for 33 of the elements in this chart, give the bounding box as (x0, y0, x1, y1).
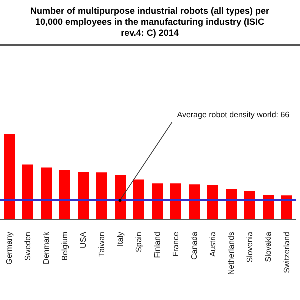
x-tick-label: Austria (208, 231, 218, 257)
bar (244, 191, 256, 220)
x-tick-label: Belgium (60, 232, 70, 261)
bar (22, 164, 34, 220)
bar (170, 184, 182, 220)
x-tick-label: USA (78, 231, 88, 248)
bar (134, 180, 144, 220)
x-tick-label: Slovakia (264, 231, 273, 262)
bar (4, 134, 15, 220)
bar (60, 170, 70, 220)
x-tick-label: Denmark (42, 231, 51, 264)
x-tick-label: Spain (134, 232, 144, 252)
x-tick-label: Germany (4, 232, 14, 265)
bar (152, 184, 163, 220)
x-tick-label: France (171, 231, 180, 257)
x-tick-label: Sweden (23, 232, 32, 261)
bar (78, 172, 89, 220)
x-tick-label: Netherlands (226, 232, 236, 276)
x-tick-label: Slovenia (245, 231, 254, 263)
bar (96, 172, 108, 220)
bar (263, 194, 274, 220)
x-tick-label: Canada (190, 231, 199, 260)
x-tick-label: Italy (116, 232, 125, 247)
bar (189, 184, 200, 220)
bar (208, 185, 218, 220)
bar (41, 168, 52, 220)
chart-title: Number of multipurpose industrial robots (all types) per 10,000 employees in the manufacturing industry (ISIC rev.4: C) 2014 (29, 6, 271, 38)
x-tick-label: Switzerland (282, 232, 292, 274)
bar (226, 188, 237, 220)
annotation: Average robot density world: 66 (177, 110, 290, 120)
x-tick-label: Finland (152, 232, 162, 258)
x-tick-label: Taiwan (97, 232, 106, 257)
bar (115, 175, 126, 220)
